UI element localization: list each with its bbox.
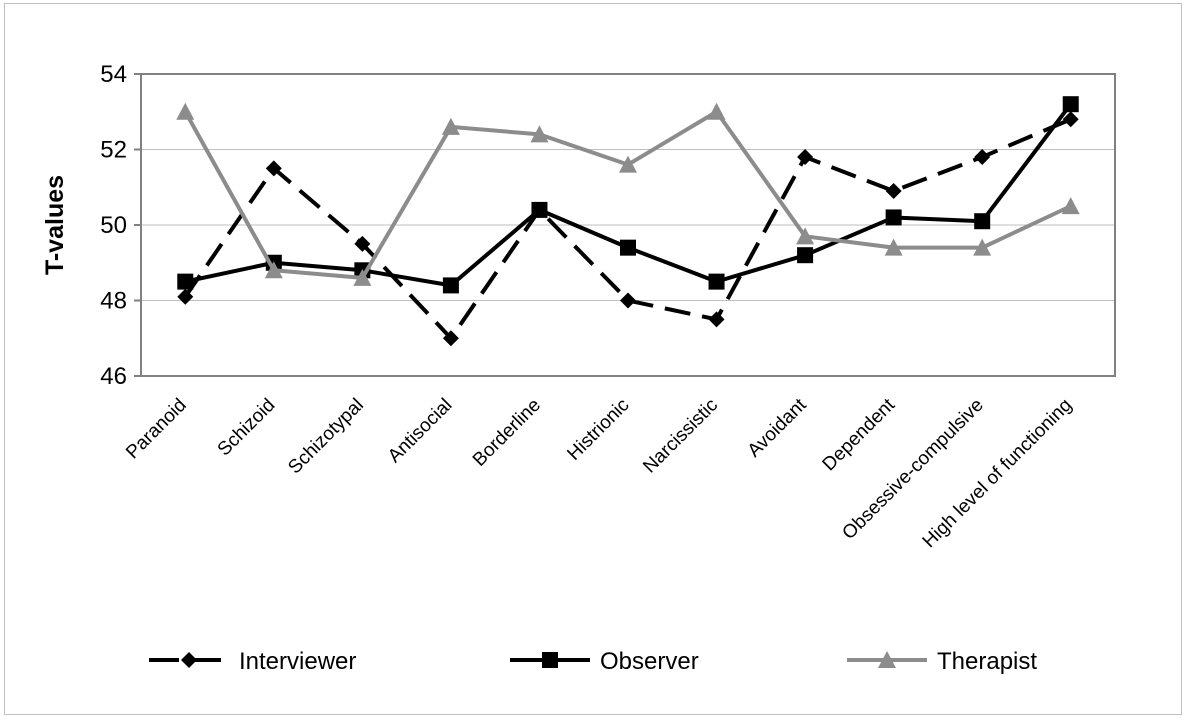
series-therapist [176, 103, 1079, 286]
x-tick-label: Borderline [469, 395, 545, 471]
point-marker [886, 209, 902, 225]
x-tick-label: High level of functioning [919, 395, 1077, 553]
series-line [185, 104, 1070, 285]
x-tick-labels: Paranoid Schizoid Schizotypal Antisocial Bor… [122, 394, 1076, 552]
x-tick-label: Schizotypal [284, 395, 368, 479]
point-marker [886, 183, 902, 199]
point-marker [974, 149, 990, 165]
legend-item-interviewer: Interviewer [149, 648, 356, 675]
point-marker [443, 277, 459, 293]
point-marker [1062, 197, 1080, 214]
point-marker [177, 274, 193, 290]
y-tick-label: 50 [100, 212, 127, 239]
point-marker [709, 311, 725, 327]
x-tick-label: Avoidant [744, 394, 811, 461]
y-tick-labels: 46 48 50 52 54 [100, 61, 141, 390]
legend-label: Interviewer [239, 648, 356, 675]
x-tick-label: Schizoid [214, 395, 280, 461]
y-tick-label: 54 [100, 61, 127, 88]
y-tick-label: 46 [100, 363, 127, 390]
point-marker [620, 240, 636, 256]
x-tick-label: Narcissistic [639, 395, 722, 478]
series-interviewer [177, 111, 1078, 346]
point-marker [1063, 96, 1079, 112]
point-marker [531, 202, 547, 218]
legend-item-observer: Observer [510, 648, 699, 675]
legend-label: Therapist [937, 648, 1037, 675]
legend: Interviewer Observer Therapist [149, 648, 1037, 675]
y-axis-title: T-values [41, 175, 69, 275]
legend-label: Observer [600, 648, 699, 675]
x-tick-label: Dependent [819, 394, 900, 475]
x-tick-label: Antisocial [384, 395, 456, 467]
point-marker [797, 247, 813, 263]
point-marker [708, 103, 726, 120]
point-marker [620, 293, 636, 309]
point-marker [797, 149, 813, 165]
series-lines [176, 96, 1079, 346]
y-tick-label: 48 [100, 288, 127, 315]
point-marker [974, 213, 990, 229]
series-observer [177, 96, 1078, 293]
point-marker [542, 652, 558, 668]
point-marker [181, 652, 197, 668]
point-marker [176, 103, 194, 120]
x-tick-label: Paranoid [122, 395, 191, 464]
line-chart: 46 48 50 52 54 T-values Paranoid Schizoid Schi… [5, 4, 1183, 716]
x-tick-label: Histrionic [563, 395, 633, 465]
chart-frame: 46 48 50 52 54 T-values Paranoid Schizoid Schi… [4, 3, 1182, 715]
point-marker [709, 274, 725, 290]
y-tick-label: 52 [100, 137, 127, 164]
legend-item-therapist: Therapist [847, 648, 1037, 675]
